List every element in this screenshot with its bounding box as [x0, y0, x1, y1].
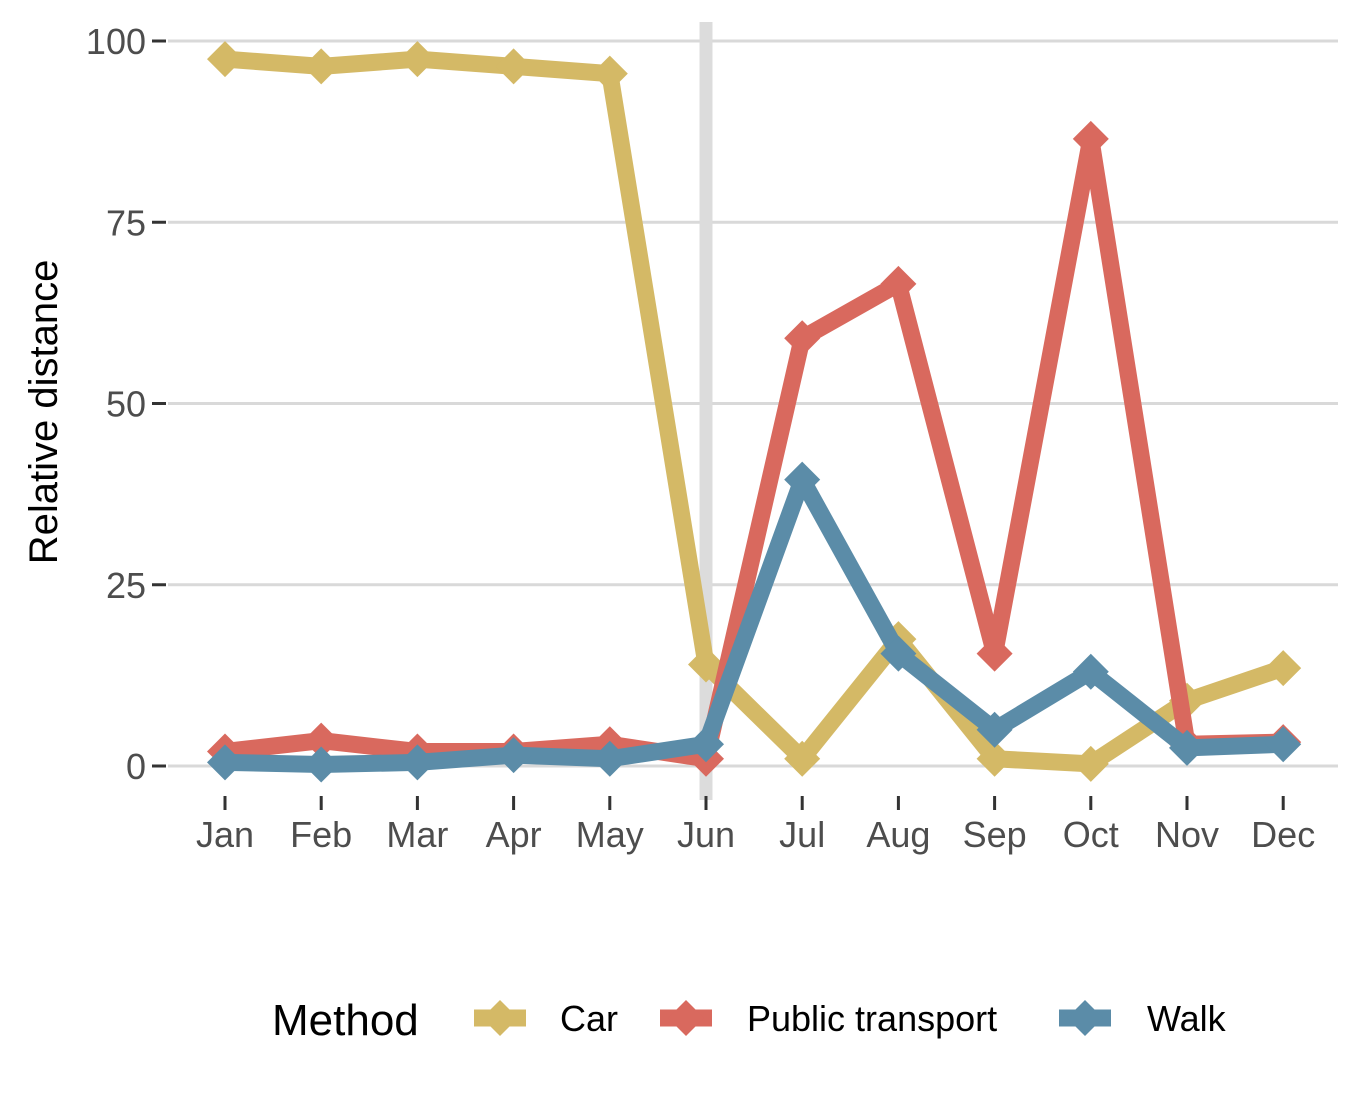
legend: Method Car Public transport Walk — [272, 996, 1227, 1045]
x-tick-label-mar: Mar — [386, 814, 448, 855]
point-walk-jul — [784, 461, 821, 498]
point-walk-nov — [1169, 729, 1205, 766]
series-public-transport — [207, 120, 1302, 777]
legend-key-marker-walk — [1067, 1000, 1103, 1036]
x-axis: Jan Feb Mar Apr May Jun Jul Aug Sep Oct Nov Dec — [196, 796, 1315, 855]
point-walk-may — [591, 740, 628, 777]
series-line-public-transport — [216, 130, 1292, 768]
point-car-oct — [1072, 745, 1109, 782]
series-car — [207, 41, 1302, 782]
point-walk-aug — [880, 635, 917, 672]
legend-label-walk: Walk — [1147, 998, 1227, 1039]
y-tick-label-75: 75 — [106, 202, 146, 243]
point-car-may — [591, 55, 628, 92]
point-car-feb — [303, 48, 340, 85]
point-walk-sep — [976, 711, 1013, 748]
series-line-car — [216, 50, 1292, 773]
y-tick-label-100: 100 — [86, 21, 146, 62]
point-walk-oct — [1072, 653, 1109, 690]
point-walk-apr — [495, 737, 532, 774]
x-tick-label-nov: Nov — [1155, 814, 1219, 855]
legend-title: Method — [272, 996, 419, 1045]
point-car-jan — [207, 41, 243, 78]
x-tick-label-sep: Sep — [963, 814, 1027, 855]
legend-key-marker-public-transport — [668, 1000, 704, 1036]
x-tick-label-apr: Apr — [486, 814, 542, 855]
x-tick-label-oct: Oct — [1063, 814, 1119, 855]
legend-key-walk — [1059, 1000, 1111, 1036]
point-walk-mar — [399, 744, 436, 781]
point-public-transport-jul — [784, 320, 821, 357]
legend-label-car: Car — [560, 998, 618, 1039]
legend-key-car — [474, 1000, 526, 1036]
x-tick-label-jun: Jun — [677, 814, 735, 855]
x-tick-label-may: May — [576, 814, 644, 855]
x-tick-label-jan: Jan — [196, 814, 254, 855]
x-tick-label-jul: Jul — [779, 814, 825, 855]
point-walk-jun — [688, 726, 724, 763]
y-tick-label-0: 0 — [126, 746, 146, 787]
x-tick-label-dec: Dec — [1251, 814, 1315, 855]
point-public-transport-oct — [1072, 120, 1109, 157]
y-axis-title: Relative distance — [22, 260, 66, 565]
point-car-mar — [399, 41, 436, 78]
point-public-transport-feb — [303, 722, 340, 759]
point-walk-jan — [207, 744, 243, 781]
point-car-dec — [1265, 650, 1302, 687]
point-car-sep — [976, 740, 1013, 777]
y-axis: 0 25 50 75 100 — [86, 21, 166, 787]
y-tick-label-50: 50 — [106, 384, 146, 425]
legend-key-marker-car — [482, 1000, 518, 1036]
point-car-apr — [495, 48, 532, 85]
point-walk-feb — [303, 746, 340, 783]
series-walk — [207, 461, 1302, 783]
grid-lines — [168, 39, 1338, 768]
point-car-jul — [784, 740, 821, 777]
x-tick-label-feb: Feb — [290, 814, 352, 855]
series-group — [207, 41, 1302, 783]
legend-label-public-transport: Public transport — [747, 998, 997, 1039]
legend-key-public-transport — [660, 1000, 712, 1036]
point-car-jun — [688, 646, 724, 683]
point-public-transport-sep — [976, 635, 1013, 672]
x-tick-label-aug: Aug — [866, 814, 930, 855]
y-tick-label-25: 25 — [106, 565, 146, 606]
point-walk-dec — [1265, 726, 1302, 763]
point-public-transport-aug — [880, 265, 917, 302]
